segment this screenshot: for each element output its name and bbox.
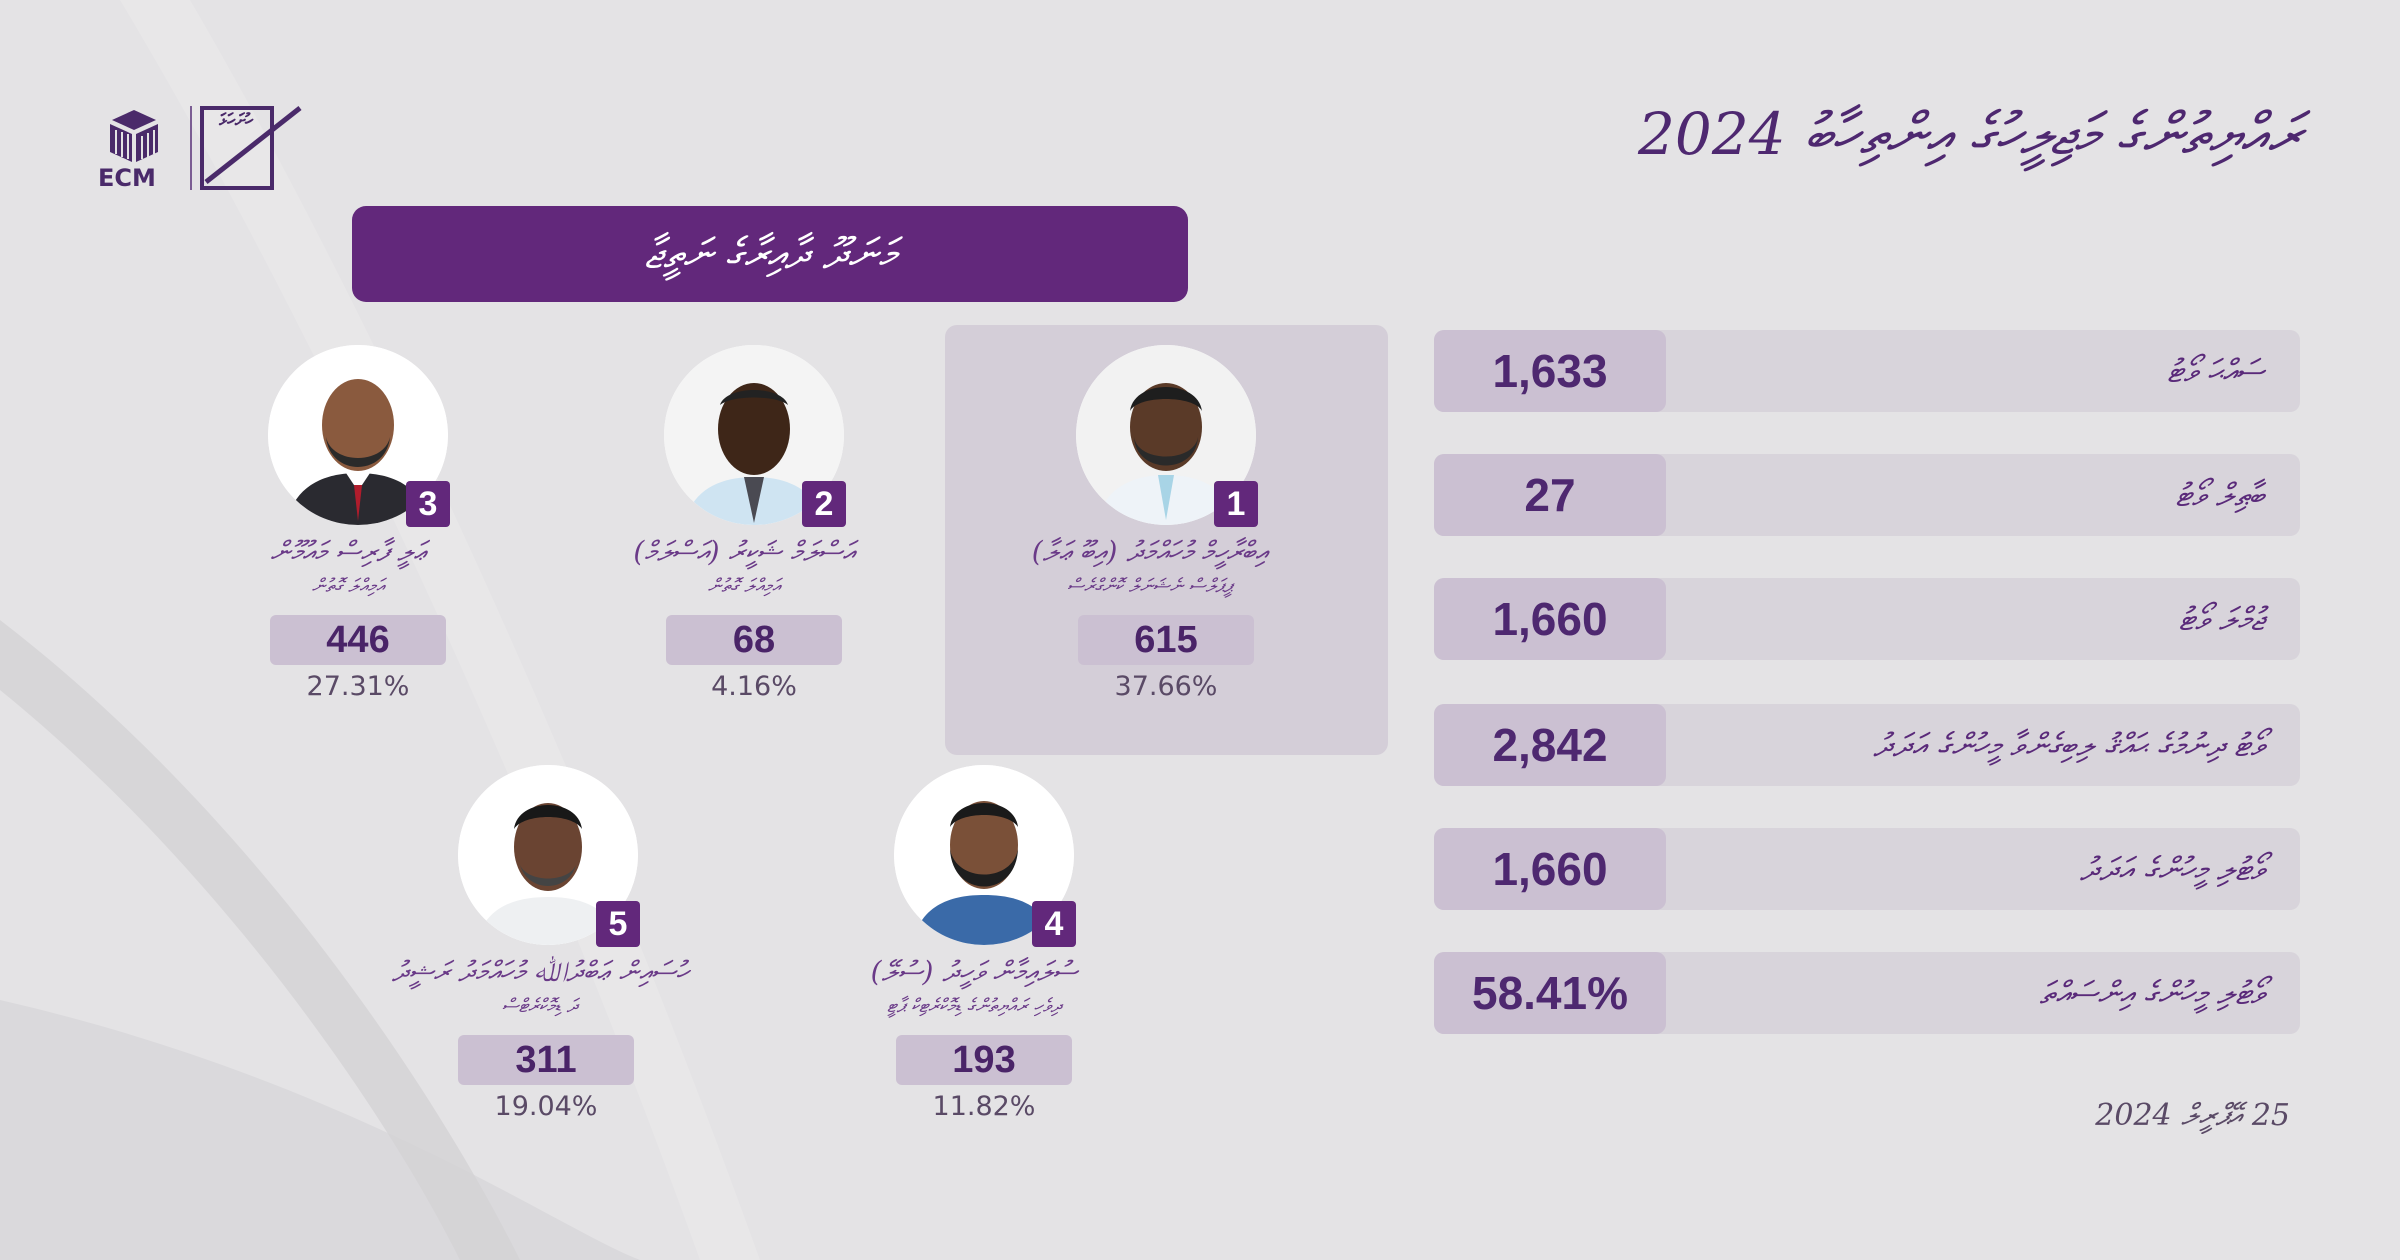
candidate-card-2: 2 އަސްލަމް ޝަކީރު (އަސްލަމް) އަމިއްލަ ގޮ… [564, 325, 884, 745]
ballot-check-logo-icon: ހުށަހަޅަ [200, 106, 302, 190]
candidate-votes: 615 [1078, 615, 1254, 665]
candidate-party: ދަ ޑިމޮކްރެޓްސް [501, 995, 579, 1017]
date-label: 25 އޭޕްރީލް 2024 [2095, 1098, 2290, 1133]
stat-value: 58.41% [1434, 952, 1666, 1034]
ecm-logo-text: ECM [98, 164, 156, 192]
candidate-party: އަމިއްލަ ގޮތުން [311, 575, 385, 597]
stat-row-valid-votes: 1,633 ސައްޙަ ވޯޓު [1434, 330, 2300, 412]
candidate-name: ސުލައިމާން ވަހީދު (ސުލޭ) [870, 955, 1078, 988]
candidate-photo [458, 765, 638, 945]
candidate-name: އިބްރާހީމް މުހައްމަދު (އިބޫ ޢަލާ) [1031, 535, 1269, 568]
stat-label: ބާޠިލް ވޯޓު [2175, 475, 2264, 514]
ecm-logo: ECM ހުށަހަޅަ [96, 98, 306, 198]
page-title: ރައްޔިތުންގެ މަޖިލީހުގެ އިންތިހާބު 2024 [1638, 100, 2302, 168]
candidate-card-5: 5 ހުސައިން ޢަބްދުﷲ މުހައްމަދު ރަޝީދު ދަ … [358, 745, 688, 1165]
constituency-banner: މަނަދޫ ދާއިރާގެ ނަތީޖާ [352, 206, 1188, 302]
person-silhouette-icon [458, 765, 638, 945]
candidate-name: ޢަލީ ފާރިސް މައުމޫން [270, 535, 426, 568]
stat-label: ވޯޓު ދިނުމުގެ ޙައްޤު ލިބިގެންވާ މީހުންގެ… [1873, 725, 2264, 764]
candidate-percent: 19.04% [494, 1091, 598, 1122]
ballot-box-icon [110, 110, 158, 162]
stat-label: ސައްޙަ ވޯޓު [2167, 351, 2264, 390]
stat-value: 1,660 [1434, 578, 1666, 660]
logo-mark-text: ހުށަހަޅަ [218, 110, 254, 131]
stat-value: 1,633 [1434, 330, 1666, 412]
candidate-votes: 311 [458, 1035, 634, 1085]
candidate-percent: 27.31% [306, 671, 410, 702]
candidate-votes: 68 [666, 615, 842, 665]
candidate-number-badge: 2 [802, 481, 846, 527]
candidate-party: އަމިއްލަ ގޮތުން [707, 575, 781, 597]
person-silhouette-icon [894, 765, 1074, 945]
logo-divider [190, 106, 192, 190]
stat-row-turnout-count: 1,660 ވޯޓުލި މީހުންގެ އަދަދު [1434, 828, 2300, 910]
stat-row-total-votes: 1,660 ޖުމްލަ ވޯޓު [1434, 578, 2300, 660]
stat-row-invalid-votes: 27 ބާޠިލް ވޯޓު [1434, 454, 2300, 536]
candidate-number-badge: 4 [1032, 901, 1076, 947]
candidate-card-1: 1 އިބްރާހީމް މުހައްމަދު (އިބޫ ޢަލާ) ޕީޕަ… [976, 325, 1296, 745]
candidate-percent: 11.82% [932, 1091, 1036, 1122]
stat-row-eligible-voters: 2,842 ވޯޓު ދިނުމުގެ ޙައްޤު ލިބިގެންވާ މީ… [1434, 704, 2300, 786]
candidate-percent: 4.16% [711, 671, 797, 702]
candidate-number-badge: 5 [596, 901, 640, 947]
candidate-party: ދިވެހި ރައްޔިތުންގެ ޑިމޮކްރެޓިކް ޕާޓީ [886, 995, 1062, 1017]
candidate-name: ހުސައިން ޢަބްދުﷲ މުހައްމަދު ރަޝީދު [391, 955, 689, 988]
candidate-card-4: 4 ސުލައިމާން ވަހީދު (ސުލޭ) ދިވެހި ރައްޔި… [794, 745, 1114, 1165]
candidate-votes: 193 [896, 1035, 1072, 1085]
stat-label: ވޯޓުލި މީހުންގެ އިންސައްތަ [2039, 973, 2264, 1012]
stat-value: 2,842 [1434, 704, 1666, 786]
candidate-votes: 446 [270, 615, 446, 665]
candidate-party: ޕީޕަލްސް ނެޝަނަލް ކޮންގްރެސް [1067, 575, 1233, 597]
person-silhouette-icon [664, 345, 844, 525]
candidate-number-badge: 1 [1214, 481, 1258, 527]
candidate-card-3: 3 ޢަލީ ފާރިސް މައުމޫން އަމިއްލަ ގޮތުން 4… [168, 325, 488, 745]
stat-label: ވޯޓުލި މީހުންގެ އަދަދު [2079, 849, 2264, 888]
stat-label: ޖުމްލަ ވޯޓު [2178, 599, 2264, 638]
candidate-percent: 37.66% [1114, 671, 1218, 702]
stat-row-turnout-percent: 58.41% ވޯޓުލި މީހުންގެ އިންސައްތަ [1434, 952, 2300, 1034]
stat-value: 27 [1434, 454, 1666, 536]
candidate-number-badge: 3 [406, 481, 450, 527]
candidate-name: އަސްލަމް ޝަކީރު (އަސްލަމް) [633, 535, 855, 568]
stat-value: 1,660 [1434, 828, 1666, 910]
